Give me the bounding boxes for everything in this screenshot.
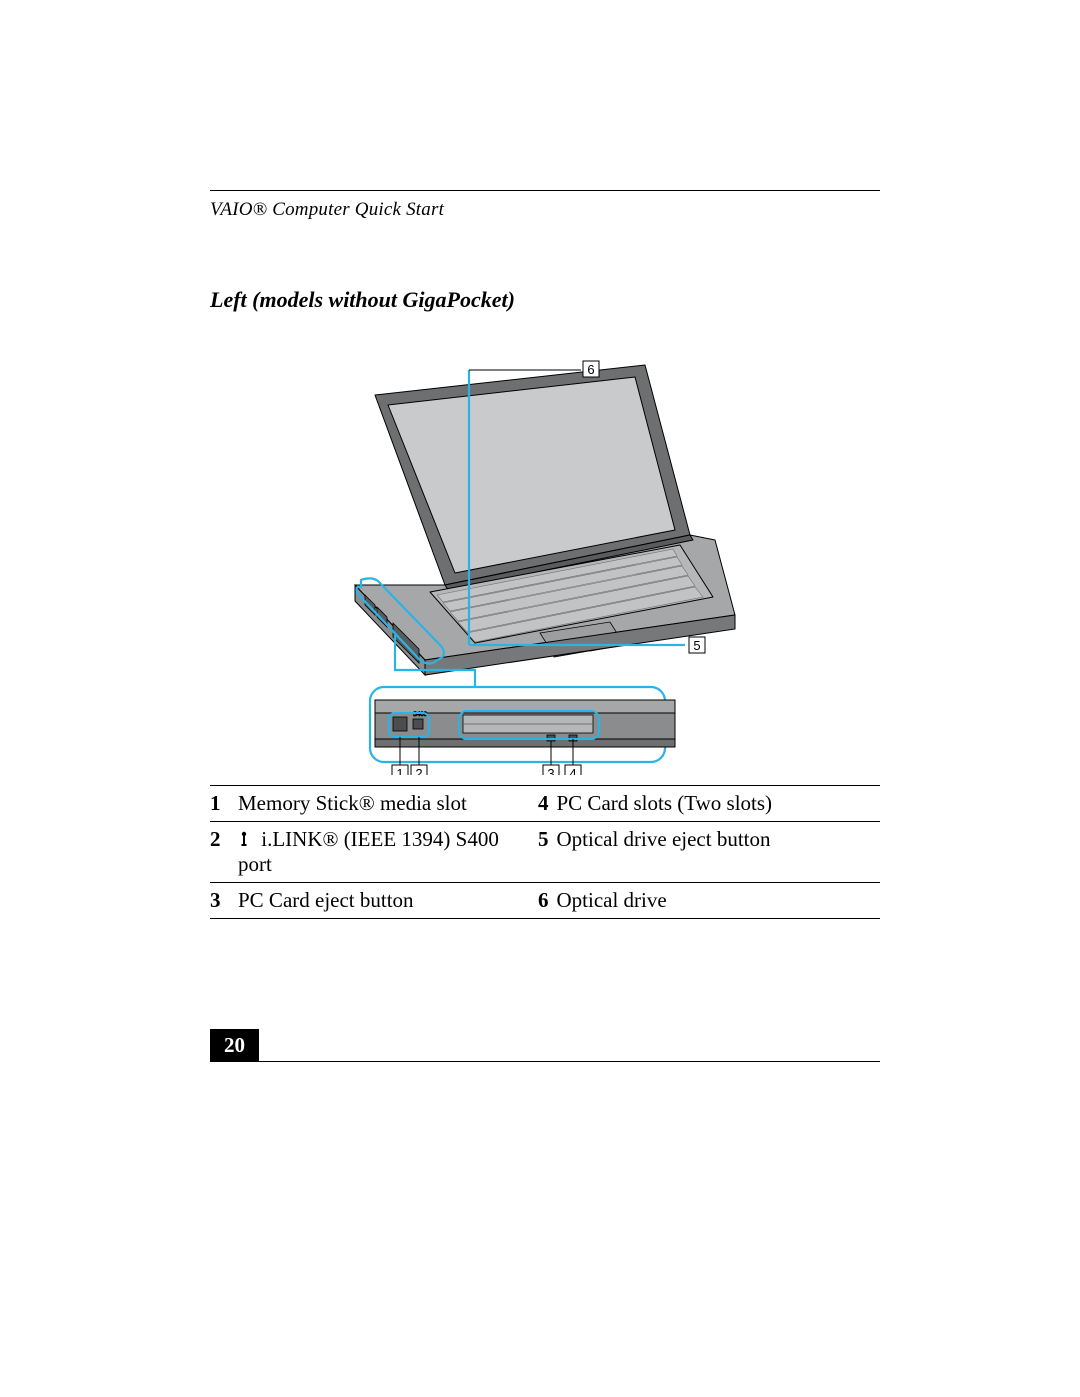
legend-desc: Optical drive bbox=[557, 883, 881, 919]
legend-desc: PC Card eject button bbox=[238, 883, 518, 919]
legend-table: 1Memory Stick® media slot4PC Card slots … bbox=[210, 785, 880, 919]
top-rule bbox=[210, 190, 880, 191]
footer-rule bbox=[210, 1061, 880, 1062]
callout-3: 3 bbox=[547, 766, 554, 775]
legend-row: 1Memory Stick® media slot4PC Card slots … bbox=[210, 786, 880, 822]
legend-num: 1 bbox=[210, 786, 238, 822]
laptop-diagram: S400 bbox=[315, 335, 775, 775]
legend-row: 3PC Card eject button6Optical drive bbox=[210, 883, 880, 919]
callout-2: 2 bbox=[415, 766, 422, 775]
legend-num: 2 bbox=[210, 822, 238, 883]
legend-desc: PC Card slots (Two slots) bbox=[557, 786, 881, 822]
ilink-icon bbox=[238, 831, 250, 847]
legend-desc: i.LINK® (IEEE 1394) S400 port bbox=[238, 822, 518, 883]
figure-container: S400 bbox=[210, 335, 880, 775]
running-header: VAIO® Computer Quick Start bbox=[210, 199, 880, 221]
page-number: 20 bbox=[210, 1029, 259, 1062]
document-page: VAIO® Computer Quick Start Left (models … bbox=[0, 0, 1080, 1397]
callout-5: 5 bbox=[693, 638, 700, 653]
callout-4: 4 bbox=[569, 766, 576, 775]
legend-num: 5 bbox=[518, 822, 557, 883]
callout-1: 1 bbox=[396, 766, 403, 775]
legend-num: 6 bbox=[518, 883, 557, 919]
section-title: Left (models without GigaPocket) bbox=[210, 287, 880, 313]
callout-6: 6 bbox=[587, 362, 594, 377]
legend-desc: Memory Stick® media slot bbox=[238, 786, 518, 822]
legend-desc: Optical drive eject button bbox=[557, 822, 881, 883]
page-footer: 20 bbox=[210, 1029, 880, 1062]
legend-num: 4 bbox=[518, 786, 557, 822]
legend-num: 3 bbox=[210, 883, 238, 919]
legend-row: 2 i.LINK® (IEEE 1394) S400 port5Optical … bbox=[210, 822, 880, 883]
